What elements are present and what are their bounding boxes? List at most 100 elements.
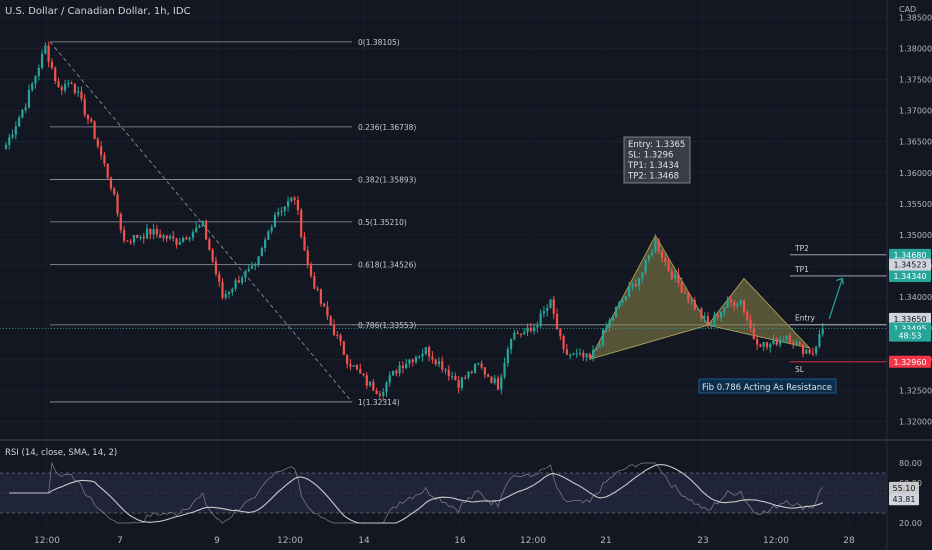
- fibonacci-retracement[interactable]: 0(1.38105) 0.236(1.36738) 0.382(1.35893) 0.…: [49, 38, 887, 407]
- candle-body: [162, 235, 165, 238]
- time-tick-label: 14: [358, 536, 370, 546]
- time-tick-label: 12:00: [34, 536, 60, 546]
- candle-body: [559, 328, 562, 336]
- candle-body: [172, 236, 175, 239]
- candle-body: [96, 139, 99, 147]
- candle-body: [667, 261, 670, 271]
- chart-title: U.S. Dollar / Canadian Dollar, 1h, IDC: [5, 6, 191, 17]
- rsi-value-tag: 55.10: [893, 484, 916, 493]
- candle-body: [182, 237, 185, 242]
- candle-body: [641, 272, 644, 279]
- candle-body: [244, 271, 247, 278]
- candle-body: [696, 308, 700, 310]
- candle-body: [519, 333, 523, 335]
- candle-body: [159, 234, 162, 238]
- candle-body: [818, 333, 821, 347]
- candle-body: [683, 292, 687, 294]
- annotation-box: [698, 378, 837, 394]
- candle-body: [611, 316, 614, 321]
- currency-label: CAD: [899, 5, 916, 14]
- candle-body: [513, 332, 516, 340]
- candle-body: [129, 241, 132, 243]
- candle-body: [145, 228, 149, 239]
- candle-body: [388, 375, 391, 383]
- price-tick-label: 1.38000: [899, 44, 932, 53]
- candle-body: [319, 289, 322, 304]
- candle-body: [40, 53, 44, 68]
- candle-body: [480, 363, 483, 368]
- candle-body: [680, 282, 683, 293]
- fib-trend-line: [49, 41, 353, 403]
- candle-body: [473, 364, 477, 373]
- candle-body: [414, 357, 418, 363]
- candle-body: [759, 344, 762, 347]
- candle-body: [562, 335, 565, 350]
- price-tag-label: 1.34523: [893, 261, 926, 270]
- candle-body: [585, 353, 588, 358]
- candle-body: [188, 237, 191, 240]
- price-tag-bg: [889, 329, 931, 342]
- candle-body: [270, 227, 273, 232]
- candle-body: [647, 255, 650, 260]
- candle-body: [60, 87, 63, 91]
- candle-body: [437, 361, 441, 365]
- time-tick-label: 12:00: [277, 536, 303, 546]
- candle-body: [811, 353, 814, 355]
- candle-body: [273, 214, 277, 228]
- candle-body: [726, 299, 729, 308]
- candle-body: [601, 329, 605, 345]
- candle-body: [90, 119, 93, 122]
- candle-body: [578, 352, 582, 354]
- candle-body: [100, 146, 103, 156]
- candle-body: [339, 335, 342, 342]
- candle-body: [532, 327, 536, 332]
- fib-level-label: 0.618(1.34526): [358, 260, 416, 269]
- rsi-tick-label: 80.00: [899, 459, 922, 468]
- candle-body: [204, 221, 208, 240]
- fib-level-label: 1(1.32314): [358, 398, 400, 407]
- trade-levels[interactable]: TP2 TP1 Entry SL: [0, 244, 887, 374]
- candle-body: [37, 67, 40, 77]
- candle-body: [746, 312, 749, 320]
- candle-body: [506, 349, 509, 364]
- price-tag-label: 48:53: [898, 332, 921, 341]
- candle-body: [549, 299, 552, 309]
- candle-body: [782, 339, 785, 341]
- candle-body: [805, 349, 808, 354]
- candle-body: [749, 319, 752, 329]
- candle-body: [801, 344, 805, 354]
- candle-body: [677, 273, 680, 283]
- candle-body: [470, 371, 473, 373]
- price-tick-label: 1.36000: [899, 169, 932, 178]
- candle-body: [83, 98, 86, 115]
- candle-body: [510, 339, 513, 350]
- candle-body: [132, 234, 136, 243]
- candle-body: [493, 378, 496, 383]
- candle-body: [34, 76, 37, 84]
- price-tick-label: 1.36500: [899, 138, 932, 147]
- candle-body: [18, 117, 21, 127]
- candle-body: [332, 324, 336, 336]
- trade-info-line: TP2: 1.3468: [627, 172, 679, 182]
- price-tag-bg: [889, 312, 931, 325]
- candle-body: [496, 378, 500, 390]
- time-axis[interactable]: 12:00 7 9 12:00 14 16 12:00 21 23 12:00 28: [34, 536, 855, 546]
- candle-body: [710, 322, 713, 325]
- candle-body: [618, 302, 621, 308]
- candle-body: [342, 341, 345, 355]
- candle-body: [821, 328, 824, 334]
- candle-body: [260, 248, 263, 257]
- price-tag-bg: [889, 355, 931, 368]
- candle-body: [660, 251, 664, 259]
- candle-body: [815, 346, 818, 354]
- candle-body: [283, 206, 286, 211]
- candle-body: [693, 300, 696, 310]
- candle-body: [165, 235, 168, 239]
- level-label-entry: Entry: [795, 314, 816, 323]
- candle-body: [21, 110, 24, 118]
- candle-body: [122, 229, 126, 241]
- candle-body: [719, 312, 723, 318]
- candle-body: [309, 265, 313, 276]
